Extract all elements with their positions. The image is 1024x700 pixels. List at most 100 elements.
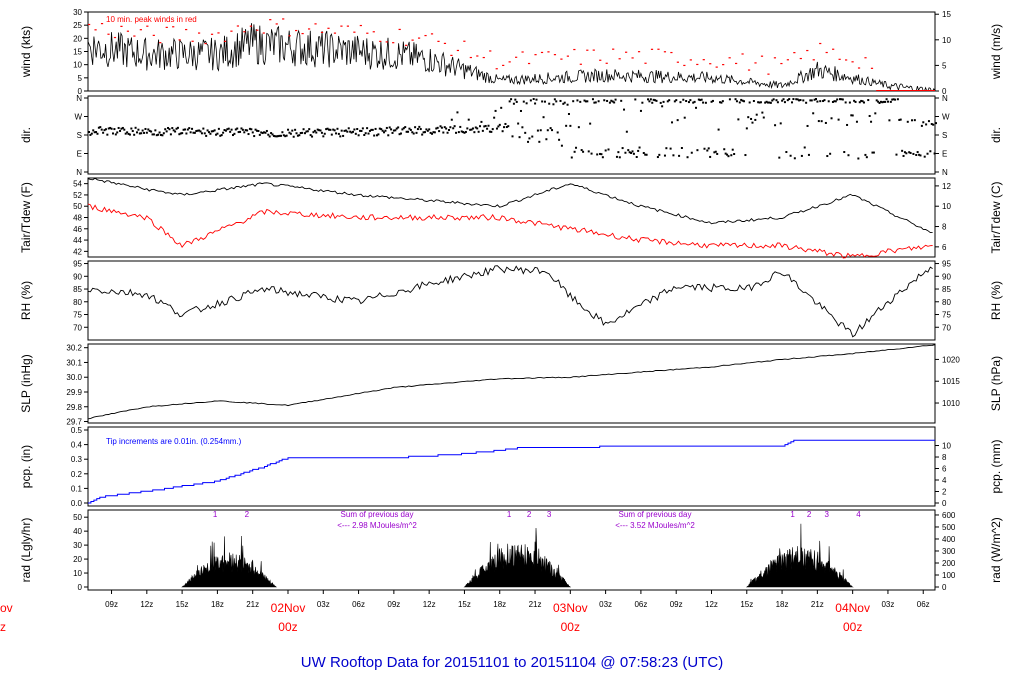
dir-point	[519, 109, 522, 112]
slp-ylabel-left: SLP (inHg)	[19, 354, 33, 412]
dir-point	[697, 98, 700, 101]
x-hour-label: 21z	[246, 600, 259, 609]
peak-mark	[482, 56, 485, 59]
dir-point	[529, 99, 532, 102]
dir-point	[778, 156, 781, 159]
peak-mark	[191, 40, 194, 42]
dir-point	[613, 101, 616, 104]
dir-point	[326, 127, 329, 130]
peak-mark	[689, 59, 692, 61]
dir-point	[538, 140, 541, 143]
radiation-panel	[87, 509, 936, 591]
dir-point	[743, 100, 746, 103]
dir-point	[798, 99, 801, 102]
slp-left-axis: 29.7 29.8 29.9 30.0 30.1 30.2	[66, 344, 88, 427]
dir-point	[915, 154, 918, 157]
dir-point	[685, 100, 688, 103]
dir-point	[738, 101, 741, 104]
peak-mark	[566, 55, 569, 57]
dir-point	[100, 128, 103, 131]
y-tick-label: 0.2	[71, 470, 83, 479]
dir-point	[179, 132, 182, 135]
peak-mark	[295, 29, 298, 32]
peak-mark	[540, 51, 544, 54]
dir-point	[735, 100, 738, 103]
dir-point	[243, 131, 246, 134]
dir-point	[673, 100, 676, 103]
peak-mark	[340, 25, 343, 27]
dir-point	[887, 100, 890, 103]
wind-ylabel-right: wind (m/s)	[989, 24, 1003, 80]
peak-mark	[851, 61, 854, 63]
dir-point	[659, 101, 662, 104]
x-hour-label: 12z	[423, 600, 436, 609]
dir-point	[762, 116, 765, 119]
dir-point	[226, 128, 229, 131]
peak-mark	[314, 23, 317, 25]
dir-point	[421, 133, 424, 136]
dir-point	[521, 126, 524, 129]
dir-point	[380, 128, 383, 131]
dir-point	[320, 131, 323, 134]
dir-point	[239, 130, 242, 133]
dir-point	[744, 154, 747, 157]
dir-point	[693, 100, 696, 103]
peak-mark	[476, 55, 479, 57]
dir-point	[335, 132, 338, 135]
dir-point	[796, 98, 799, 101]
dir-point	[416, 128, 419, 131]
dir-point	[813, 98, 816, 101]
dir-point	[185, 132, 188, 135]
dir-point	[151, 133, 154, 136]
dir-point	[799, 99, 802, 102]
x-hour-label: 06z	[634, 600, 647, 609]
y-tick-label: 0.5	[71, 426, 83, 435]
dir-point	[322, 135, 325, 138]
peak-mark	[547, 51, 550, 53]
dir-point	[558, 138, 561, 141]
dir-point	[767, 101, 770, 104]
dir-point	[522, 100, 525, 103]
dir-point	[172, 129, 175, 132]
dir-point	[508, 100, 511, 103]
dir-point	[319, 129, 322, 132]
peak-mark	[489, 50, 492, 52]
dir-point	[402, 127, 405, 130]
dir-point	[604, 149, 607, 152]
dir-point	[359, 129, 362, 132]
peak-mark	[806, 49, 809, 52]
dir-point	[394, 129, 397, 132]
dir-point	[899, 118, 902, 121]
y-tick-label: 1015	[942, 377, 960, 386]
y-tick-label: 44	[73, 236, 82, 245]
y-tick-label: E	[942, 150, 947, 159]
peak-mark	[301, 32, 304, 35]
dir-point	[477, 130, 480, 133]
dir-point	[658, 153, 661, 156]
dir-point	[668, 99, 671, 102]
peak-mark	[838, 58, 841, 60]
dir-point	[205, 134, 208, 137]
dir-point	[93, 131, 96, 134]
dir-point	[809, 99, 812, 102]
dir-point	[462, 131, 465, 134]
peak-mark	[223, 40, 227, 42]
dir-point	[192, 131, 195, 134]
dir-point	[566, 103, 569, 106]
dir-point	[751, 121, 754, 124]
dir-point	[375, 134, 378, 137]
dir-point	[541, 100, 544, 103]
y-tick-label: 42	[73, 247, 82, 256]
dir-point	[607, 148, 610, 151]
y-tick-label: 500	[942, 523, 956, 532]
dir-point	[460, 130, 463, 133]
dir-point	[234, 128, 237, 131]
dir-point	[755, 113, 758, 116]
dir-point	[692, 101, 695, 104]
dir-point	[840, 98, 843, 101]
dir-point	[589, 122, 592, 125]
dir-point	[881, 101, 884, 104]
dir-point	[479, 125, 482, 128]
